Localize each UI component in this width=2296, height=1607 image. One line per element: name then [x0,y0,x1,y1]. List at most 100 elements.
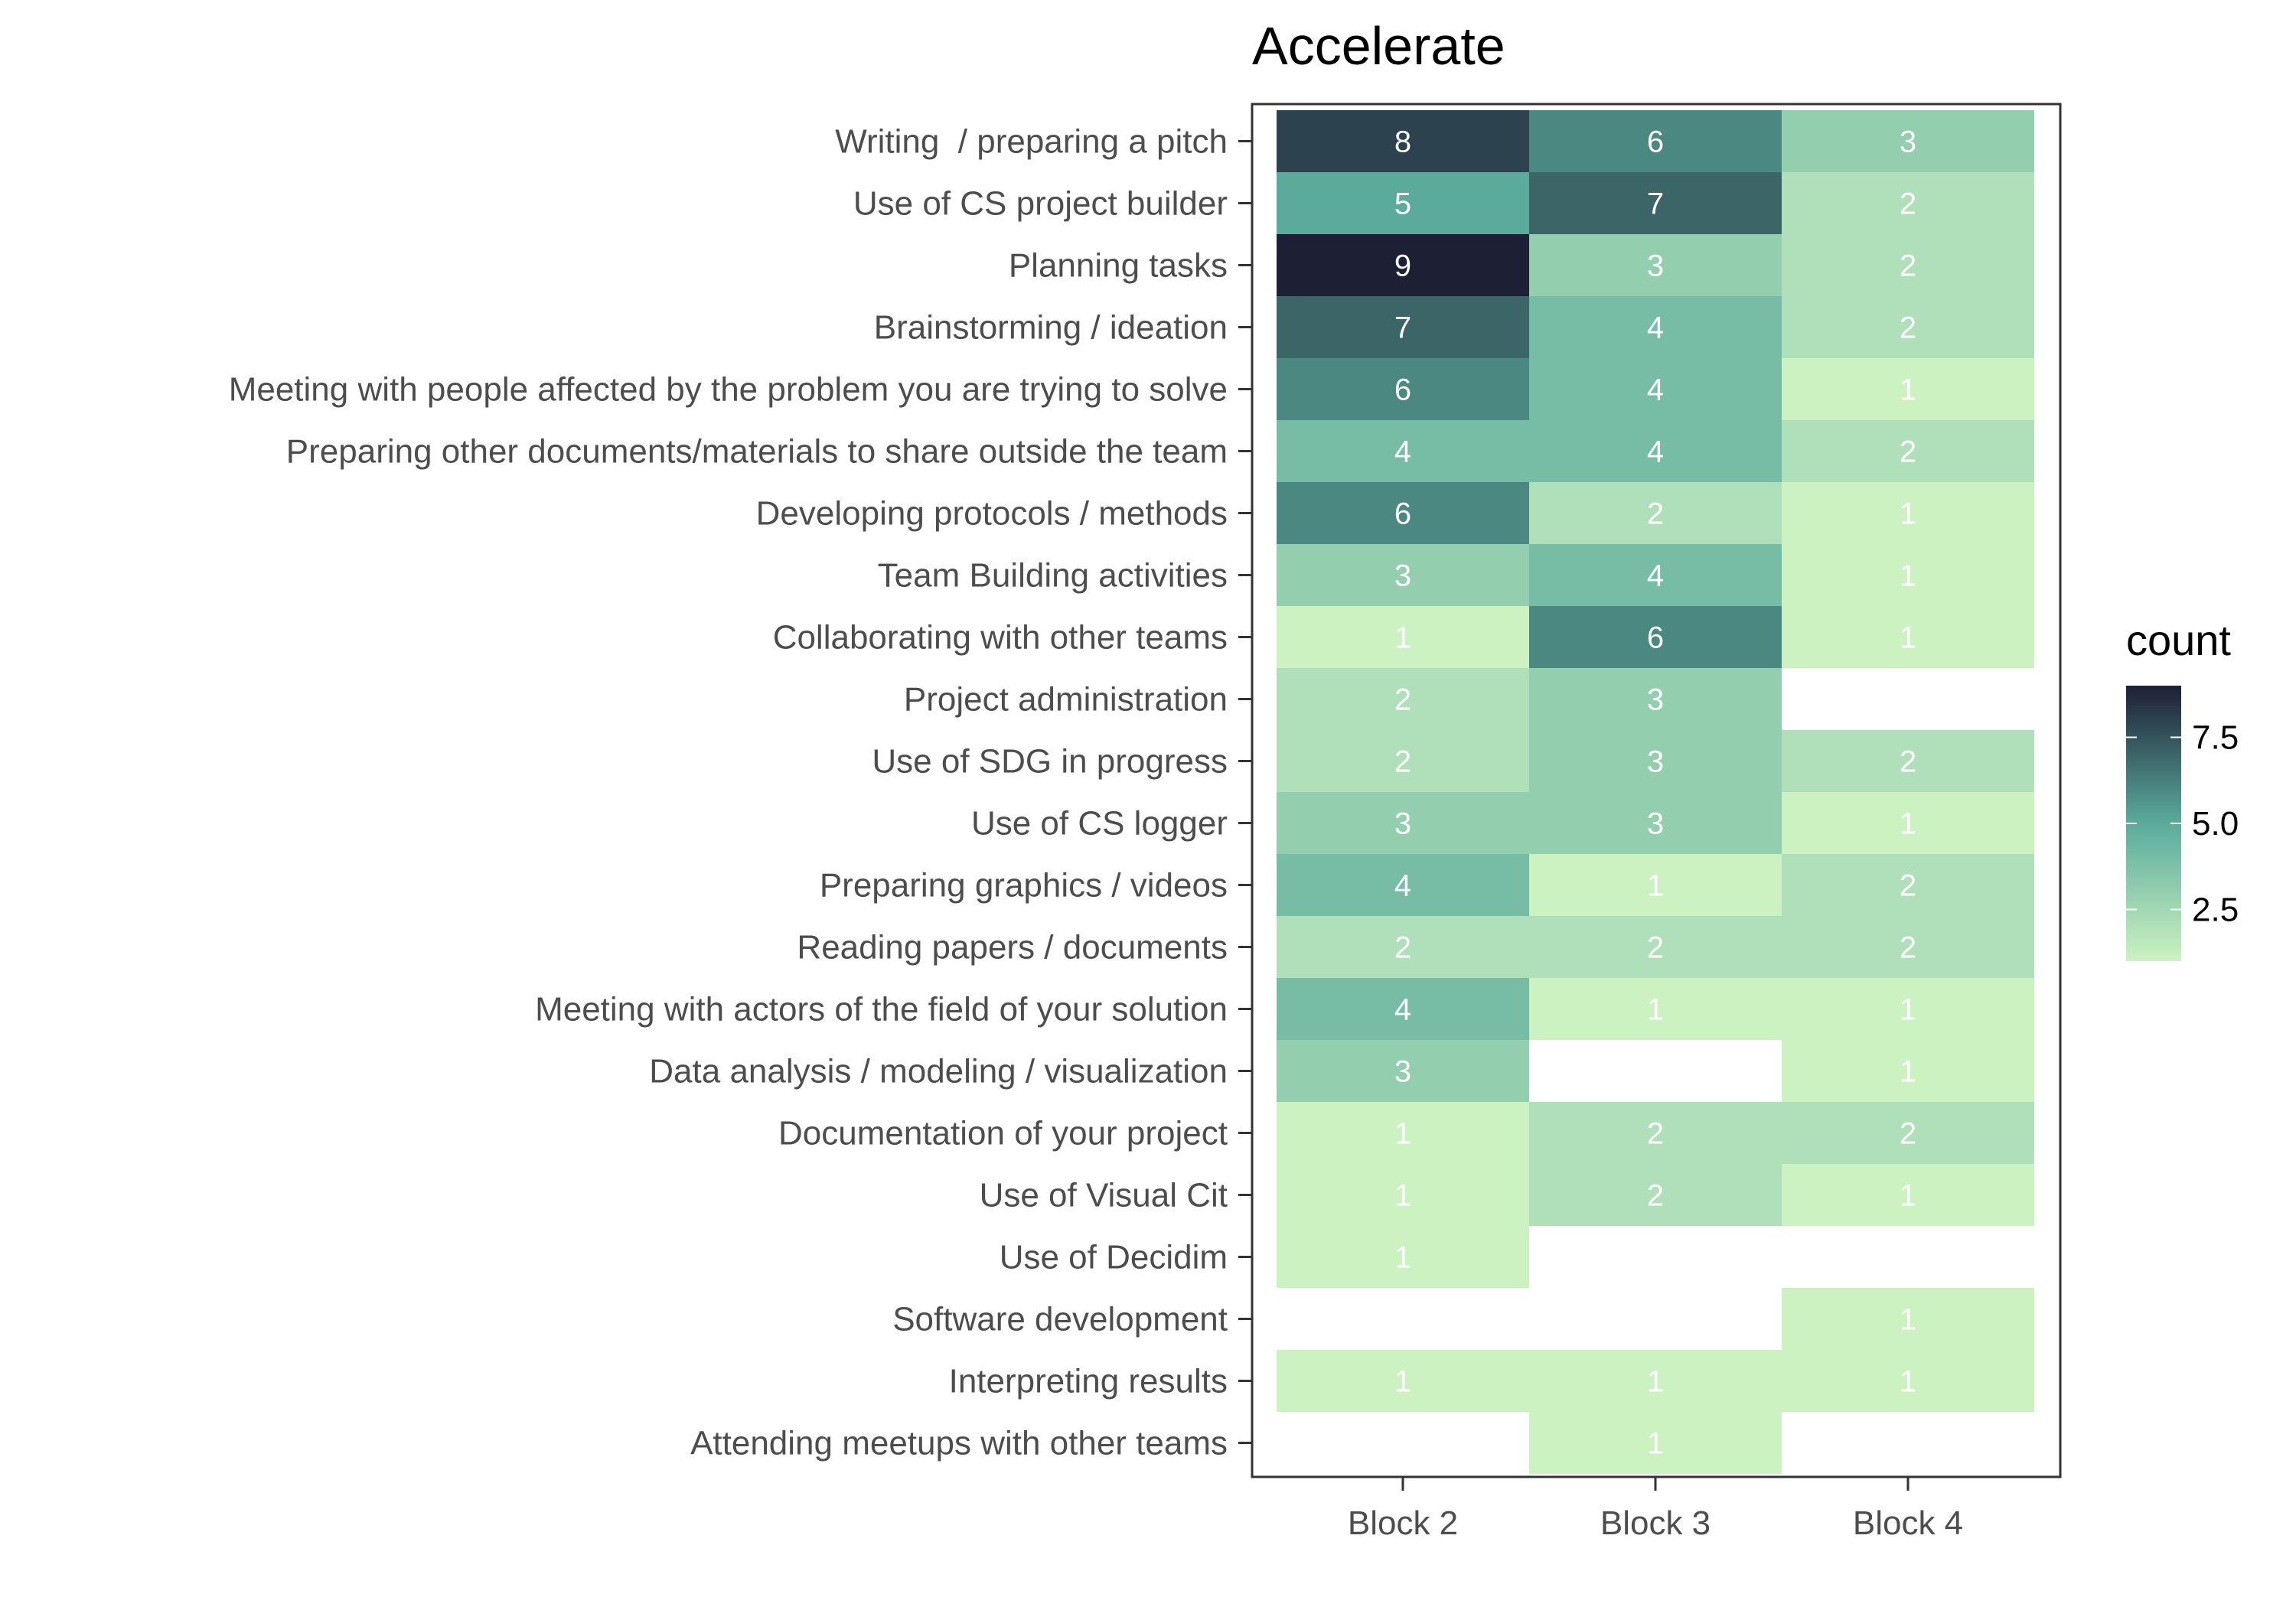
heatmap-cell [1277,1164,1529,1226]
cell-value-label: 6 [1647,125,1664,159]
cell-value-label: 1 [1647,869,1664,903]
heatmap-cells: 8 6 35 7 29 3 27 4 26 4 14 4 26 2 13 4 11 6 12 32 3 23 3 14 1 22 2… [1277,110,2034,1474]
heatmap-cell [1529,420,1782,482]
x-tick-label: Block 3 [1600,1504,1711,1542]
cell-value-label: 3 [1394,1055,1411,1089]
cell-value-label: 1 [1647,993,1664,1027]
heatmap-cell [1277,668,1529,730]
heatmap-cell [1529,792,1782,854]
heatmap-cell [1782,978,2034,1040]
heatmap-cell [1782,606,2034,668]
heatmap-cell [1529,1164,1782,1226]
cell-value-label: 6 [1394,373,1411,407]
y-tick-label: Interpreting results [949,1363,1228,1400]
heatmap-cell [1782,730,2034,792]
heatmap-cell [1529,978,1782,1040]
y-tick-label: Developing protocols / methods [756,495,1228,533]
y-tick-label: Data analysis / modeling / visualization [649,1053,1228,1090]
heatmap-cell [1529,110,1782,172]
cell-value-label: 1 [1900,559,1916,593]
plot-panel-border [1251,103,2062,1478]
cell-value-label: 4 [1647,311,1664,345]
legend-tick-label: 7.5 [2192,719,2239,757]
heatmap-cell [1277,296,1529,358]
chart-title: Accelerate [1252,16,1505,76]
cell-value-label: 1 [1900,1303,1916,1337]
cell-value-label: 4 [1647,559,1664,593]
cell-value-label: 3 [1647,249,1664,283]
cell-value-label: 2 [1900,435,1916,469]
cell-value-label: 2 [1394,745,1411,779]
cell-value-label: 3 [1647,683,1664,717]
cell-value-label: 1 [1900,497,1916,531]
cell-value-label: 2 [1900,249,1916,283]
cell-value-label: 6 [1647,621,1664,655]
cell-value-label: 2 [1647,497,1664,531]
cell-value-label: 3 [1647,807,1664,841]
heatmap-cell [1277,544,1529,606]
cell-value-label: 4 [1647,373,1664,407]
heatmap-cell [1529,730,1782,792]
legend-tick-label: 2.5 [2192,892,2239,929]
cell-value-label: 4 [1394,869,1411,903]
y-tick-label: Preparing graphics / videos [820,867,1228,905]
x-tick-label: Block 2 [1348,1504,1458,1542]
legend-title: count [2126,616,2231,664]
cell-value-label: 8 [1394,125,1411,159]
cell-value-label: 1 [1900,373,1916,407]
cell-value-label: 3 [1394,559,1411,593]
y-tick-label: Use of SDG in progress [872,743,1228,781]
y-tick-label: Software development [892,1301,1228,1338]
heatmap-cell [1529,668,1782,730]
heatmap-cell [1277,234,1529,296]
heatmap-cell [1782,1350,2034,1412]
heatmap-cell [1277,420,1529,482]
heatmap-cell [1277,358,1529,420]
heatmap-cell [1782,792,2034,854]
y-tick-label: Brainstorming / ideation [874,309,1228,347]
heatmap-cell [1782,1040,2034,1102]
heatmap-cell [1529,234,1782,296]
cell-value-label: 7 [1394,311,1411,345]
cell-value-label: 3 [1394,807,1411,841]
cell-value-label: 2 [1647,1179,1664,1213]
cell-value-label: 1 [1647,1427,1664,1461]
heatmap-cell [1782,1164,2034,1226]
y-tick-label: Preparing other documents/materials to s… [286,433,1228,471]
heatmap-cell [1782,420,2034,482]
cell-value-label: 3 [1647,745,1664,779]
cell-value-label: 2 [1647,931,1664,965]
y-axis-labels: Writing / preparing a pitch Use of CS pro… [229,123,1252,1462]
heatmap-cell [1277,1350,1529,1412]
cell-value-label: 1 [1900,993,1916,1027]
cell-value-label: 4 [1394,435,1411,469]
heatmap-cell [1529,358,1782,420]
cell-value-label: 1 [1394,1365,1411,1399]
heatmap-cell [1529,916,1782,978]
x-axis-labels: Block 2 Block 3 Block 4 [1348,1477,1963,1542]
cell-value-label: 2 [1900,311,1916,345]
heatmap-cell [1529,482,1782,544]
cell-value-label: 1 [1900,1055,1916,1089]
legend: count 7.5 5.0 2.5 [2126,616,2239,961]
y-tick-label: Meeting with actors of the field of your… [535,991,1228,1028]
heatmap-cell [1529,606,1782,668]
y-tick-label: Writing / preparing a pitch [835,123,1228,161]
cell-value-label: 2 [1647,1117,1664,1151]
heatmap-cell [1782,234,2034,296]
legend-tick-label: 5.0 [2192,805,2239,843]
cell-value-label: 2 [1900,745,1916,779]
y-tick-label: Documentation of your project [778,1115,1228,1152]
heatmap-cell [1277,730,1529,792]
heatmap-cell [1529,544,1782,606]
heatmap-cell [1529,296,1782,358]
cell-value-label: 2 [1900,1117,1916,1151]
cell-value-label: 4 [1647,435,1664,469]
heatmap-cell [1782,916,2034,978]
cell-value-label: 7 [1647,187,1664,221]
legend-ticks: 7.5 5.0 2.5 [2126,719,2239,929]
y-tick-label: Collaborating with other teams [773,619,1228,657]
cell-value-label: 2 [1900,931,1916,965]
heatmap-cell [1782,1288,2034,1350]
